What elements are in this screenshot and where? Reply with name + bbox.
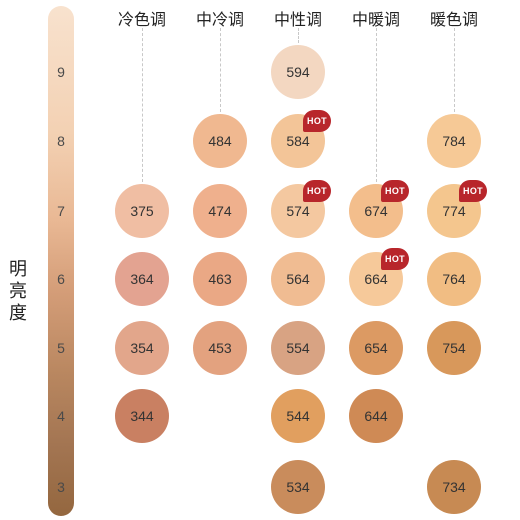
shade-swatch-544[interactable]: 544 bbox=[271, 389, 325, 443]
hot-badge: HOT bbox=[303, 180, 331, 202]
shade-swatch-574[interactable]: 574 HOT bbox=[271, 180, 331, 238]
column-guide-line bbox=[376, 28, 377, 182]
column-header: 中暖调 bbox=[351, 12, 400, 29]
hot-badge: HOT bbox=[303, 110, 331, 132]
column-header: 中冷调 bbox=[195, 12, 244, 29]
brightness-level-6: 6 bbox=[57, 271, 65, 287]
brightness-level-9: 9 bbox=[57, 64, 65, 80]
shade-swatch-554[interactable]: 554 bbox=[271, 321, 325, 375]
brightness-level-7: 7 bbox=[57, 203, 65, 219]
brightness-level-5: 5 bbox=[57, 340, 65, 356]
shade-code: 734 bbox=[442, 479, 466, 495]
column-header: 暖色调 bbox=[429, 12, 478, 29]
shade-code: 554 bbox=[286, 340, 310, 356]
shade-code: 484 bbox=[208, 133, 232, 149]
column-guide-line bbox=[142, 28, 143, 182]
shade-swatch-584[interactable]: 584 HOT bbox=[271, 110, 331, 168]
shade-swatch-594[interactable]: 594 bbox=[271, 45, 325, 99]
shade-code: 463 bbox=[208, 271, 232, 287]
shade-code: 754 bbox=[442, 340, 466, 356]
shade-swatch-463[interactable]: 463 bbox=[193, 252, 247, 306]
shade-swatch-354[interactable]: 354 bbox=[115, 321, 169, 375]
shade-swatch-754[interactable]: 754 bbox=[427, 321, 481, 375]
shade-code: 564 bbox=[286, 271, 310, 287]
shade-code: 544 bbox=[286, 408, 310, 424]
brightness-level-8: 8 bbox=[57, 133, 65, 149]
hot-badge: HOT bbox=[459, 180, 487, 202]
shade-swatch-654[interactable]: 654 bbox=[349, 321, 403, 375]
shade-swatch-664[interactable]: 664 HOT bbox=[349, 248, 409, 306]
shade-swatch-474[interactable]: 474 bbox=[193, 184, 247, 238]
shade-swatch-674[interactable]: 674 HOT bbox=[349, 180, 409, 238]
shade-code: 644 bbox=[364, 408, 388, 424]
shade-code: 654 bbox=[364, 340, 388, 356]
shade-code: 674 bbox=[364, 203, 388, 219]
shade-code: 594 bbox=[286, 64, 310, 80]
shade-swatch-344[interactable]: 344 bbox=[115, 389, 169, 443]
shade-code: 764 bbox=[442, 271, 466, 287]
shade-code: 774 bbox=[442, 203, 466, 219]
shade-swatch-453[interactable]: 453 bbox=[193, 321, 247, 375]
shade-swatch-375[interactable]: 375 bbox=[115, 184, 169, 238]
shade-swatch-734[interactable]: 734 bbox=[427, 460, 481, 514]
shade-code: 784 bbox=[442, 133, 466, 149]
axis-title-char: 明 bbox=[9, 259, 27, 279]
brightness-level-3: 3 bbox=[57, 479, 65, 495]
shade-swatch-484[interactable]: 484 bbox=[193, 114, 247, 168]
shade-code: 344 bbox=[130, 408, 154, 424]
shade-code: 534 bbox=[286, 479, 310, 495]
shade-code: 474 bbox=[208, 203, 232, 219]
shade-code: 364 bbox=[130, 271, 154, 287]
column-guide-line bbox=[454, 28, 455, 112]
shade-code: 574 bbox=[286, 203, 310, 219]
shade-code: 354 bbox=[130, 340, 154, 356]
shade-code: 453 bbox=[208, 340, 232, 356]
brightness-axis-title: 明 亮 度 bbox=[6, 258, 30, 324]
brightness-level-4: 4 bbox=[57, 408, 65, 424]
axis-title-char: 度 bbox=[9, 303, 27, 323]
shade-code: 664 bbox=[364, 271, 388, 287]
column-header: 中性调 bbox=[273, 12, 322, 29]
shade-code: 375 bbox=[130, 203, 154, 219]
shade-swatch-364[interactable]: 364 bbox=[115, 252, 169, 306]
shade-swatch-644[interactable]: 644 bbox=[349, 389, 403, 443]
column-header: 冷色调 bbox=[117, 12, 166, 29]
shade-swatch-784[interactable]: 784 bbox=[427, 114, 481, 168]
hot-badge: HOT bbox=[381, 248, 409, 270]
shade-swatch-564[interactable]: 564 bbox=[271, 252, 325, 306]
brightness-gradient-bar bbox=[48, 6, 74, 516]
hot-badge: HOT bbox=[381, 180, 409, 202]
shade-swatch-534[interactable]: 534 bbox=[271, 460, 325, 514]
column-guide-line bbox=[220, 28, 221, 112]
column-guide-line bbox=[298, 28, 299, 43]
shade-swatch-774[interactable]: 774 HOT bbox=[427, 180, 487, 238]
shade-code: 584 bbox=[286, 133, 310, 149]
shade-swatch-764[interactable]: 764 bbox=[427, 252, 481, 306]
axis-title-char: 亮 bbox=[9, 281, 27, 301]
